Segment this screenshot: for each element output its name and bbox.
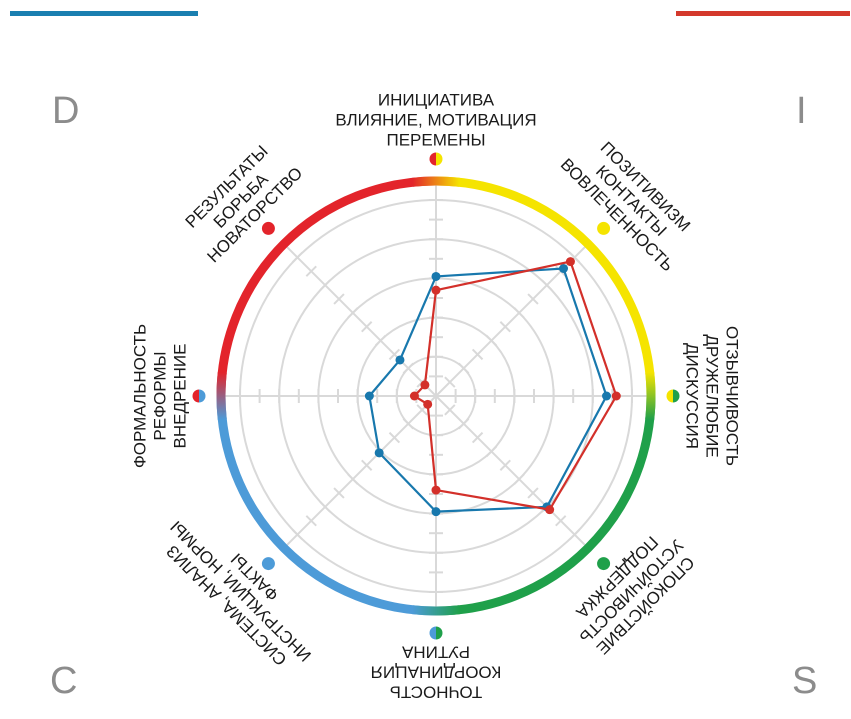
series-0-point-7	[395, 355, 405, 365]
axis-label-4-line-2: РУТИНА	[401, 643, 470, 662]
axis-tick	[291, 251, 304, 264]
axis-label-2-line-1: ДРУЖЕЛЮБИЕ	[703, 334, 722, 457]
series-0-point-5	[374, 448, 384, 458]
series-1-point-2	[611, 391, 621, 401]
ring-blend-3	[216, 371, 227, 421]
axis-tick	[499, 321, 511, 333]
axis-dot-4	[429, 626, 443, 640]
axis-tick	[527, 293, 539, 305]
axis-tick	[416, 404, 428, 416]
axis-tick	[402, 418, 414, 430]
axis-label-0-line-0: ИНИЦИАТИВА	[378, 90, 495, 109]
axis-tick	[402, 362, 414, 374]
ring-blend-2	[411, 605, 461, 616]
axis-dot-2	[666, 389, 680, 403]
axis-label-4-line-0: ТОЧНОСТЬ	[390, 683, 483, 702]
axis-tick	[305, 265, 317, 277]
axis-tick	[527, 487, 539, 499]
axis-tick	[361, 459, 373, 471]
axis-tick	[499, 459, 511, 471]
ring-blend-0	[411, 176, 461, 187]
series-1-point-0	[431, 285, 441, 295]
axis-dot-0	[429, 152, 443, 166]
axis-tick	[319, 501, 331, 513]
axis-tick	[471, 431, 484, 444]
axis-dot-6	[192, 389, 206, 403]
axis-tick	[347, 307, 359, 319]
corner-label-s: S	[792, 660, 818, 702]
axis-label-2-line-0: ОТЗЫВЧИВОСТЬ	[723, 326, 742, 466]
axis-dot-5	[261, 557, 275, 571]
series-0-point-0	[431, 271, 441, 281]
axis-tick	[388, 431, 401, 444]
axis-spoke-7	[283, 243, 437, 397]
axis-dot-1	[597, 221, 611, 235]
axis-tick	[568, 251, 581, 264]
series-1-point-3	[545, 505, 555, 515]
axis-dot-3	[597, 557, 611, 571]
axis-tick	[485, 445, 498, 458]
corner-label-c: C	[50, 660, 78, 702]
axis-label-6-line-0: ФОРМАЛЬНОСТЬ	[130, 324, 149, 468]
axis-tick	[291, 528, 304, 541]
axis-tick	[541, 279, 553, 291]
corner-label-i: I	[796, 90, 807, 132]
series-1-point-5	[423, 399, 433, 409]
axis-tick	[444, 376, 456, 388]
axis-tick	[347, 473, 359, 485]
axis-tick	[568, 528, 581, 541]
axis-spoke-3	[435, 395, 589, 549]
series-line-1	[412, 260, 618, 511]
axis-tick	[305, 515, 317, 527]
ring-segment-blue	[216, 395, 437, 616]
red-header-bar	[676, 11, 850, 16]
series-0-point-2	[602, 391, 612, 401]
series-1-point-7	[420, 380, 430, 390]
axis-tick	[471, 348, 484, 361]
axis-spoke-5	[283, 395, 437, 549]
ring-blend-1	[645, 371, 656, 421]
series-0-point-1	[559, 263, 569, 273]
axis-tick	[333, 293, 345, 305]
series-1-point-6	[409, 391, 419, 401]
blue-header-bar	[10, 11, 198, 16]
axis-label-6-line-2: ВНЕДРЕНИЕ	[170, 344, 189, 449]
axis-tick	[361, 321, 373, 333]
series-0-point-4	[431, 507, 441, 517]
axis-label-0-line-1: ВЛИЯНИЕ, МОТИВАЦИЯ	[335, 110, 536, 129]
axis-tick	[513, 307, 525, 319]
series-0-point-6	[364, 391, 374, 401]
axis-tick	[458, 418, 470, 430]
corner-label-d: D	[52, 90, 80, 132]
axis-tick	[555, 515, 567, 527]
axis-label-0-line-2: ПЕРЕМЕНЫ	[386, 130, 485, 149]
axis-label-2-line-2: ДИСКУССИЯ	[683, 343, 702, 449]
axis-dot-7	[261, 221, 275, 235]
axis-tick	[333, 487, 345, 499]
axis-tick	[444, 404, 456, 416]
axis-tick	[458, 362, 470, 374]
axis-tick	[485, 334, 498, 347]
series-1-point-1	[565, 257, 575, 267]
axis-label-4-line-1: КООРДИНАЦИЯ	[371, 663, 502, 682]
axis-tick	[374, 334, 387, 347]
axis-tick	[319, 279, 331, 291]
axis-tick	[513, 473, 525, 485]
axis-label-6-line-1: РЕФОРМЫ	[150, 351, 169, 440]
ring-segment-green	[435, 395, 656, 616]
axis-tick	[388, 348, 401, 361]
ring-segment-yellow	[435, 176, 656, 397]
ring-segment-red	[216, 176, 437, 397]
series-1-point-4	[431, 485, 441, 495]
